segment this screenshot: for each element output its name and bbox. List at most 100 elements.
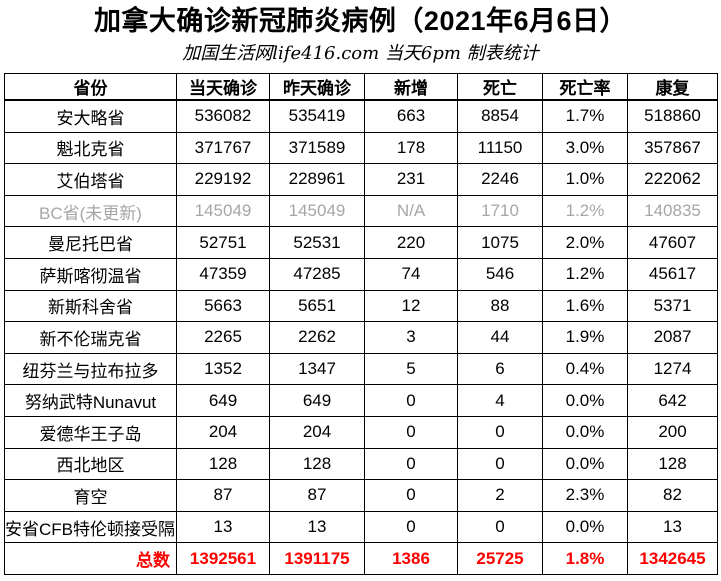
cell-death-rate: 1.8% <box>542 542 628 575</box>
table-row: 安省CFB特伦顿接受隔离 13 13 0 0 0.0% 13 <box>4 510 718 544</box>
cell-yesterday: 52531 <box>269 226 365 259</box>
table-row: 艾伯塔省 229192 228961 231 2246 1.0% 222062 <box>4 163 718 196</box>
cell-deaths: 2246 <box>457 163 543 196</box>
cell-yesterday: 1347 <box>269 352 365 386</box>
cell-death-rate: 2.3% <box>542 479 628 512</box>
cell-new: 3 <box>364 321 458 354</box>
cell-deaths: 0 <box>457 510 543 544</box>
cell-yesterday: 228961 <box>269 163 365 196</box>
cell-new: 231 <box>364 163 458 196</box>
cell-recovered: 1342645 <box>627 542 718 575</box>
cell-deaths: 11150 <box>457 131 543 165</box>
province-name: 纽芬兰与拉布拉多 <box>4 352 177 386</box>
cell-yesterday: 128 <box>269 447 365 481</box>
cell-new: 663 <box>364 99 458 133</box>
table-row: 西北地区 128 128 0 0 0.0% 128 <box>4 447 718 481</box>
cell-deaths: 44 <box>457 321 543 354</box>
table-row: 萨斯喀彻温省 47359 47285 74 546 1.2% 45617 <box>4 257 718 291</box>
cell-today: 536082 <box>176 99 270 133</box>
cell-yesterday: 535419 <box>269 99 365 133</box>
cell-deaths: 4 <box>457 384 543 417</box>
cell-death-rate: 1.7% <box>542 99 628 133</box>
column-header-deaths: 死亡 <box>457 73 543 101</box>
province-name: 育空 <box>4 479 177 512</box>
table-row: BC省(未更新) 145049 145049 N/A 1710 1.2% 140835 <box>4 194 718 228</box>
cell-death-rate: 1.6% <box>542 289 628 323</box>
table-row: 纽芬兰与拉布拉多 1352 1347 5 6 0.4% 1274 <box>4 352 718 386</box>
column-header-province: 省份 <box>4 73 177 101</box>
province-name: BC省(未更新) <box>4 194 177 228</box>
cell-death-rate: 0.4% <box>542 352 628 386</box>
table-row: 曼尼托巴省 52751 52531 220 1075 2.0% 47607 <box>4 226 718 259</box>
cell-recovered: 128 <box>627 447 718 481</box>
cell-recovered: 140835 <box>627 194 718 228</box>
cell-yesterday: 47285 <box>269 257 365 291</box>
table-row: 安大略省 536082 535419 663 8854 1.7% 518860 <box>4 99 718 133</box>
cell-today: 13 <box>176 510 270 544</box>
province-name: 曼尼托巴省 <box>4 226 177 259</box>
cell-yesterday: 2262 <box>269 321 365 354</box>
cell-today: 52751 <box>176 226 270 259</box>
province-name: 新不伦瑞克省 <box>4 321 177 354</box>
table-row: 新不伦瑞克省 2265 2262 3 44 1.9% 2087 <box>4 321 718 354</box>
province-name: 艾伯塔省 <box>4 163 177 196</box>
cell-deaths: 1075 <box>457 226 543 259</box>
cell-death-rate: 2.0% <box>542 226 628 259</box>
cell-recovered: 47607 <box>627 226 718 259</box>
province-name: 萨斯喀彻温省 <box>4 257 177 291</box>
cell-recovered: 642 <box>627 384 718 417</box>
province-name: 总数 <box>4 542 177 575</box>
cell-recovered: 82 <box>627 479 718 512</box>
table-row: 努纳武特Nunavut 649 649 0 4 0.0% 642 <box>4 384 718 417</box>
cell-deaths: 2 <box>457 479 543 512</box>
cell-deaths: 1710 <box>457 194 543 228</box>
cell-recovered: 357867 <box>627 131 718 165</box>
page-title: 加拿大确诊新冠肺炎病例（2021年6月6日） <box>93 6 628 36</box>
cell-death-rate: 1.0% <box>542 163 628 196</box>
province-name: 新斯科舍省 <box>4 289 177 323</box>
table-body: 安大略省 536082 535419 663 8854 1.7% 518860 魁北克省 371… <box>4 99 718 575</box>
cell-new: 12 <box>364 289 458 323</box>
cell-death-rate: 0.0% <box>542 415 628 449</box>
cell-today: 1392561 <box>176 542 270 575</box>
cell-deaths: 0 <box>457 415 543 449</box>
cell-recovered: 5371 <box>627 289 718 323</box>
column-header-new-cases: 新增 <box>364 73 458 101</box>
province-name: 安省CFB特伦顿接受隔离 <box>4 510 177 544</box>
cell-death-rate: 0.0% <box>542 447 628 481</box>
cell-today: 2265 <box>176 321 270 354</box>
column-header-yesterday-confirmed: 昨天确诊 <box>269 73 365 101</box>
cell-death-rate: 1.9% <box>542 321 628 354</box>
cell-new: 0 <box>364 384 458 417</box>
cell-death-rate: 1.2% <box>542 194 628 228</box>
cell-yesterday: 204 <box>269 415 365 449</box>
cell-today: 47359 <box>176 257 270 291</box>
cell-yesterday: 13 <box>269 510 365 544</box>
cell-today: 145049 <box>176 194 270 228</box>
cell-yesterday: 1391175 <box>269 542 365 575</box>
cell-today: 87 <box>176 479 270 512</box>
table-row: 魁北克省 371767 371589 178 11150 3.0% 357867 <box>4 131 718 165</box>
cell-deaths: 8854 <box>457 99 543 133</box>
column-header-death-rate: 死亡率 <box>542 73 628 101</box>
province-name: 安大略省 <box>4 99 177 133</box>
cell-deaths: 25725 <box>457 542 543 575</box>
cell-recovered: 200 <box>627 415 718 449</box>
cell-today: 649 <box>176 384 270 417</box>
cell-yesterday: 5651 <box>269 289 365 323</box>
cell-new: 220 <box>364 226 458 259</box>
cell-new: 0 <box>364 415 458 449</box>
table-row: 新斯科舍省 5663 5651 12 88 1.6% 5371 <box>4 289 718 323</box>
cell-recovered: 518860 <box>627 99 718 133</box>
page-subtitle: 加国生活网life416.com 当天6pm 制表统计 <box>182 43 539 64</box>
cell-yesterday: 649 <box>269 384 365 417</box>
cell-recovered: 45617 <box>627 257 718 291</box>
cell-yesterday: 145049 <box>269 194 365 228</box>
province-name: 魁北克省 <box>4 131 177 165</box>
cell-today: 371767 <box>176 131 270 165</box>
cell-new: 0 <box>364 510 458 544</box>
column-header-today-confirmed: 当天确诊 <box>176 73 270 101</box>
cell-yesterday: 87 <box>269 479 365 512</box>
cell-today: 229192 <box>176 163 270 196</box>
cell-deaths: 0 <box>457 447 543 481</box>
